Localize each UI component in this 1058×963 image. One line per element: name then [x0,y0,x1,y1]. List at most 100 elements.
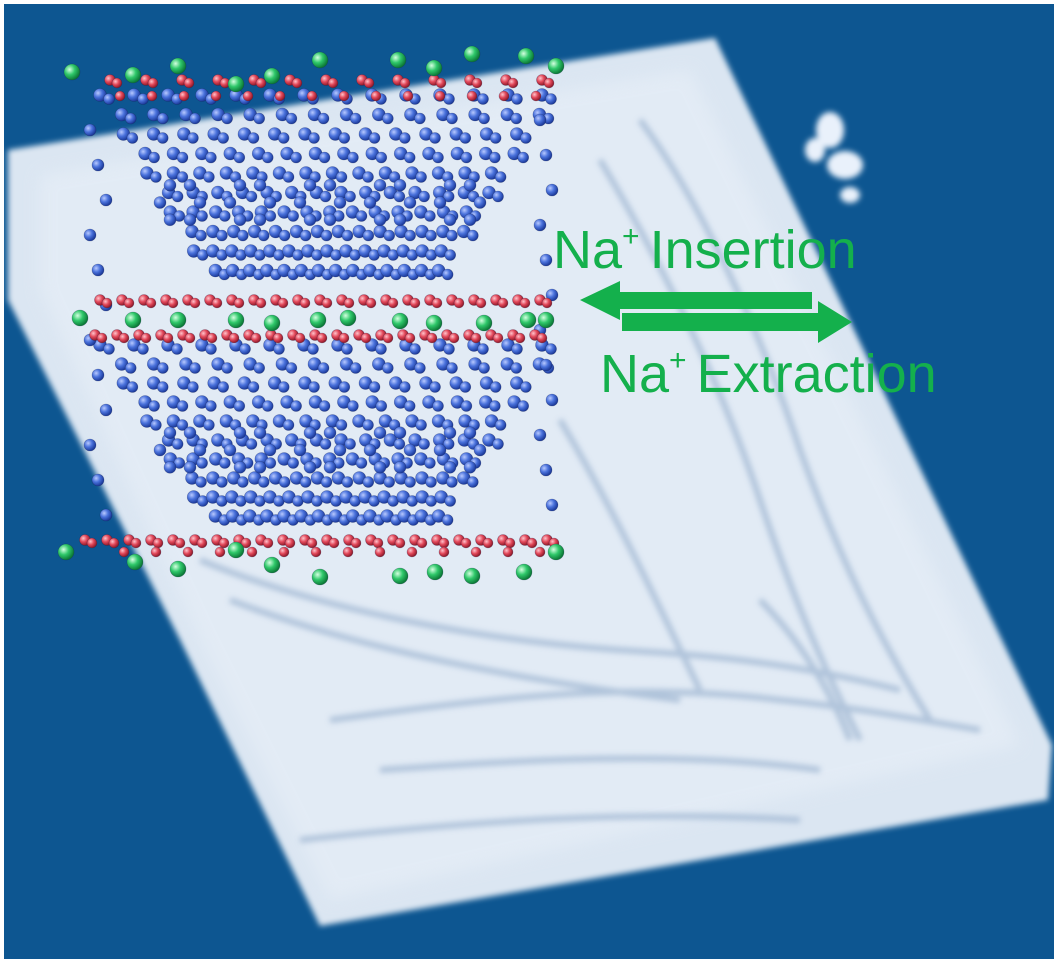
framework-atom [539,358,553,372]
oxygen-atom [178,90,190,102]
framework-atom [223,196,237,209]
oxygen-atom [382,332,394,344]
framework-atom [263,196,277,209]
oxygen-atom [360,332,372,344]
framework-atom [446,476,458,488]
framework-atom [99,508,113,522]
framework-atom [126,132,139,144]
oxygen-atom [167,297,179,309]
framework-atom [163,460,177,474]
framework-atom [308,381,320,393]
framework-atom [362,419,374,431]
sodium-ion [311,51,329,69]
oxygen-atom [470,546,482,558]
framework-atom [148,400,160,412]
oxygen-atom [211,297,223,309]
framework-atom [273,343,285,355]
framework-atom [362,476,375,488]
extraction-arrow [622,301,852,343]
framework-atom [488,151,501,164]
framework-atom [163,426,177,440]
oxygen-atom [250,332,262,344]
sodium-ion [227,75,245,93]
framework-atom [183,213,197,227]
framework-atom [388,171,401,183]
oxygen-atom [108,537,120,549]
framework-atom [347,400,359,412]
framework-atom [287,210,300,222]
framework-atom [349,362,362,374]
framework-atom [233,151,246,164]
framework-atom [91,158,105,172]
oxygen-atom [394,537,406,549]
framework-atom [425,229,437,242]
framework-atom [344,190,356,203]
framework-atom [349,112,362,125]
framework-atom [466,229,479,242]
framework-atom [363,443,377,457]
framework-atom [519,132,532,144]
sodium-ion [389,51,407,69]
framework-atom [443,426,457,440]
oxygen-atom [453,297,465,309]
framework-atom [443,460,457,474]
framework-atom [171,438,184,450]
oxygen-atom [402,90,414,102]
framework-atom [347,151,359,164]
framework-atom [335,419,348,431]
framework-atom [253,112,266,125]
oxygen-atom [262,537,274,549]
framework-atom [205,400,217,412]
sodium-ion [124,311,142,329]
framework-atom [441,514,454,526]
framework-atom [278,476,291,488]
oxygen-atom [399,77,411,89]
framework-atom [375,151,388,164]
extraction-label: Na+ Extraction [600,344,937,404]
framework-atom [341,229,354,242]
sodium-ion [519,311,537,329]
framework-atom [157,112,169,125]
oxygen-atom [145,297,157,309]
framework-atom [539,463,553,477]
framework-atom [477,343,489,355]
framework-atom [375,343,387,355]
framework-atom [171,190,184,203]
sodium-ion [537,311,555,329]
framework-atom [333,196,347,209]
framework-atom [303,460,317,474]
framework-atom [257,229,270,242]
framework-atom [103,93,115,105]
framework-atom [383,476,396,488]
framework-atom [418,438,430,450]
framework-atom [157,362,169,374]
framework-atom [196,457,208,469]
framework-atom [245,438,258,450]
oxygen-atom [431,297,443,309]
framework-atom [148,151,160,164]
oxygen-atom [530,90,542,102]
framework-atom [290,151,302,164]
oxygen-atom [460,537,472,549]
framework-atom [517,151,530,164]
oxygen-atom [470,332,482,344]
framework-atom [99,403,113,417]
sodium-ion [425,59,443,77]
oxygen-atom [534,546,546,558]
framework-atom [424,457,436,469]
framework-atom [124,362,137,374]
framework-atom [239,343,251,355]
oxygen-atom [387,297,399,309]
sodium-ion [475,314,493,332]
framework-atom [373,460,387,474]
framework-atom [237,476,249,488]
framework-atom [489,381,502,393]
framework-atom [533,113,547,127]
framework-atom [150,171,162,183]
framework-atom [163,213,177,227]
framework-atom [233,426,247,440]
framework-atom [91,368,105,382]
framework-atom [443,213,457,227]
framework-atom [398,132,411,144]
